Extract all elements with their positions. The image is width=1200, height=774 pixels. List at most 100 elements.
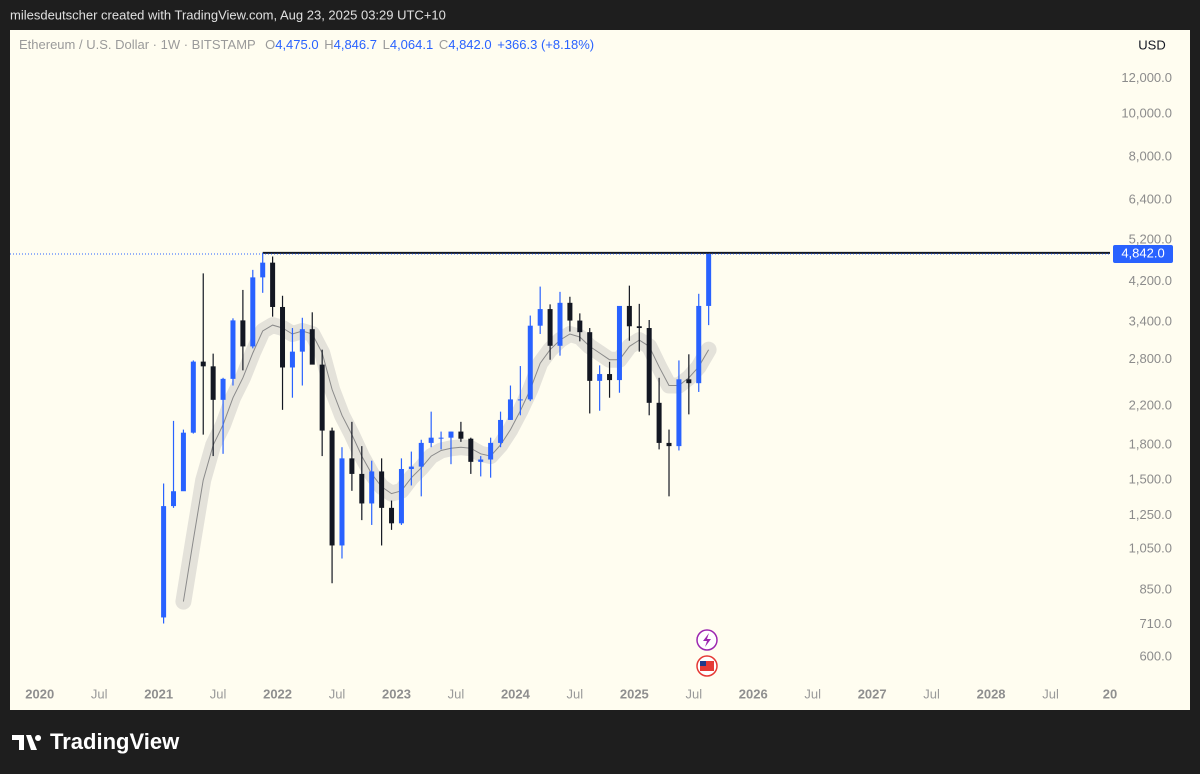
y-tick-label: 8,000.0 — [1129, 149, 1172, 164]
candle-body — [329, 430, 335, 546]
x-tick-label: Jul — [448, 686, 465, 701]
x-tick-label: 2024 — [501, 686, 531, 701]
candle-body — [210, 366, 216, 400]
x-tick-label: 2021 — [144, 686, 173, 701]
candle-body — [676, 379, 682, 447]
ohlc-value: 4,064.1 — [390, 37, 433, 52]
candle-body — [488, 442, 494, 460]
candle-body — [180, 432, 186, 492]
candle-body — [250, 277, 256, 347]
y-tick-label: 2,800.0 — [1129, 351, 1172, 366]
x-tick-label: Jul — [804, 686, 821, 701]
candle-body — [587, 332, 593, 381]
candle-body — [607, 374, 613, 381]
x-tick-label: Jul — [91, 686, 108, 701]
footer-brand: TradingView — [50, 729, 180, 754]
candle-body — [517, 399, 523, 401]
x-tick-label: 20 — [1103, 686, 1117, 701]
x-tick-label: Jul — [329, 686, 346, 701]
candle-body — [220, 378, 226, 400]
ohlc-key: H — [324, 37, 333, 52]
candle-body — [349, 458, 355, 474]
candle-body — [309, 329, 315, 365]
y-tick-label: 3,400.0 — [1129, 314, 1172, 329]
candle-body — [299, 329, 305, 352]
x-tick-label: 2028 — [977, 686, 1006, 701]
candle-body — [636, 326, 642, 329]
candle-body — [161, 506, 167, 618]
candle-body — [696, 305, 702, 384]
symbol: Ethereum / U.S. Dollar · 1W · BITSTAMP — [19, 37, 255, 52]
candle-body — [527, 325, 533, 400]
candle-body — [240, 320, 246, 347]
x-tick-label: Jul — [567, 686, 584, 701]
y-tick-label: 4,200.0 — [1129, 273, 1172, 288]
ohlc-value: 4,846.7 — [334, 37, 377, 52]
ohlc-key: C — [439, 37, 448, 52]
x-tick-label: Jul — [1042, 686, 1059, 701]
y-tick-label: 1,050.0 — [1129, 541, 1172, 556]
candle-body — [171, 491, 177, 507]
candle-body — [448, 431, 454, 438]
ohlc-value: 4,475.0 — [275, 37, 318, 52]
x-tick-label: Jul — [923, 686, 940, 701]
ohlc-value: 4,842.0 — [448, 37, 491, 52]
candle-body — [200, 361, 206, 367]
x-tick-label: Jul — [685, 686, 702, 701]
ohlc-key: L — [383, 37, 390, 52]
candle-body — [507, 399, 513, 420]
candle-body — [280, 306, 286, 368]
candle-body — [339, 458, 345, 546]
candle-body — [706, 254, 712, 306]
legend: Ethereum / U.S. Dollar · 1W · BITSTAMP O… — [19, 37, 594, 52]
candle-body — [468, 438, 474, 462]
footer-logo — [12, 735, 42, 750]
y-tick-label: 1,250.0 — [1129, 507, 1172, 522]
candle-body — [418, 442, 424, 467]
candle-body — [319, 364, 325, 431]
candle-body — [389, 507, 395, 524]
price-tag — [1113, 245, 1173, 264]
x-tick-label: Jul — [210, 686, 227, 701]
candle-body — [567, 302, 573, 321]
currency: USD — [1138, 37, 1165, 52]
candle-body — [398, 468, 404, 524]
change: +366.3 (+8.18%) — [497, 37, 594, 52]
candle-body — [379, 471, 385, 508]
ohlc-key: O — [265, 37, 275, 52]
y-tick-label: 2,200.0 — [1129, 398, 1172, 413]
y-tick-label: 10,000.0 — [1121, 105, 1172, 120]
candle-body — [359, 473, 365, 504]
x-tick-label: 2020 — [25, 686, 54, 701]
candle-body — [666, 442, 672, 447]
event-icon — [703, 633, 711, 647]
y-tick-label: 710.0 — [1139, 616, 1172, 631]
logo-icon — [12, 735, 42, 750]
candle-body — [270, 262, 276, 307]
candle-body — [686, 379, 692, 384]
candle-body — [498, 419, 504, 443]
event-icons[interactable] — [696, 629, 718, 677]
candle-body — [646, 328, 652, 403]
x-tick-label: 2022 — [263, 686, 292, 701]
candle-body — [537, 309, 543, 326]
candle-body — [656, 402, 662, 443]
x-tick-label: 2026 — [739, 686, 768, 701]
candle-body — [428, 437, 434, 443]
candle-body — [438, 437, 444, 439]
candle-body — [547, 309, 553, 346]
candle-body — [408, 466, 414, 469]
candle-body — [616, 305, 622, 381]
candle-body — [626, 305, 632, 327]
y-tick-label: 600.0 — [1139, 649, 1172, 664]
candle-body — [369, 471, 375, 504]
candle-body — [577, 320, 583, 333]
y-tick-label: 850.0 — [1139, 581, 1172, 596]
y-tick-label: 6,400.0 — [1129, 192, 1172, 207]
candle-body — [289, 351, 295, 368]
y-tick-label: 5,200.0 — [1129, 232, 1172, 247]
candle-body — [230, 320, 236, 379]
y-tick-label: 12,000.0 — [1121, 70, 1172, 85]
